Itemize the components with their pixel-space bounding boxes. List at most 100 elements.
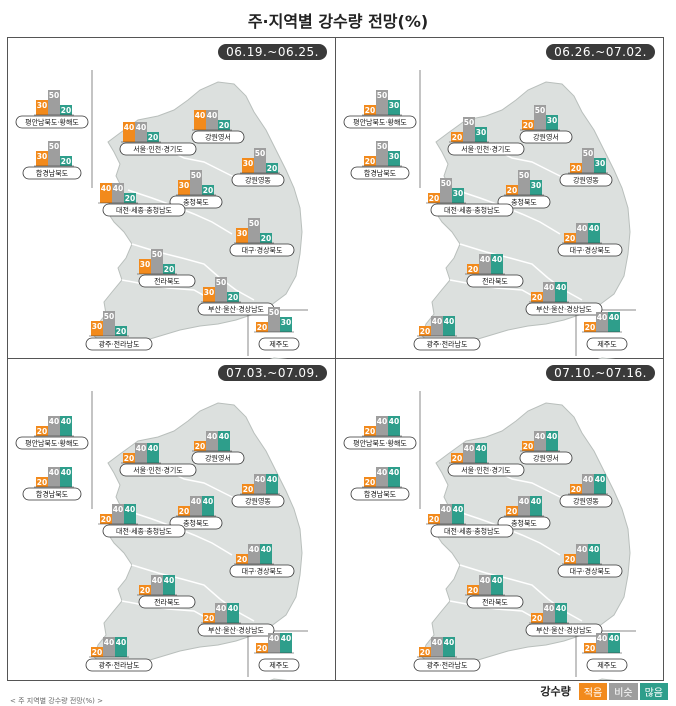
bar <box>419 326 431 336</box>
bar <box>570 484 582 494</box>
region-label-pill <box>519 451 573 465</box>
legend: 강수량 적음 비슷 많음 <box>540 682 668 700</box>
bar-value-label: 40 <box>124 123 134 132</box>
bar <box>36 100 48 115</box>
region-label: 부산·울산·경상남도 <box>536 305 593 314</box>
bar-value-label: 40 <box>476 444 486 453</box>
bar <box>215 277 227 302</box>
bar-value-label: 40 <box>203 497 213 506</box>
bar <box>236 228 248 243</box>
bar <box>440 178 452 203</box>
bar <box>506 506 518 516</box>
bar <box>100 183 112 203</box>
bar <box>463 443 475 463</box>
bar-value-label: 20 <box>523 442 533 451</box>
bar <box>584 643 596 653</box>
region-label-pill <box>22 166 82 180</box>
bar-value-label: 30 <box>37 101 47 110</box>
region-label: 강원영서 <box>533 133 559 142</box>
province-border <box>459 564 549 600</box>
bar-value-label: 20 <box>532 293 542 302</box>
bar <box>364 477 376 487</box>
bar-value-label: 20 <box>204 614 214 623</box>
bar-value-label: 20 <box>585 644 595 653</box>
region-label-pill <box>231 173 285 187</box>
bar <box>60 105 72 115</box>
region-label-pill <box>559 173 613 187</box>
region-label: 광주·전라남도 <box>99 661 140 670</box>
region-label: 강원영동 <box>245 497 271 506</box>
bar-value-label: 20 <box>257 644 267 653</box>
forecast-panel-week-3: 평안남북도·황해도 20 40 40 함경남북도 20 40 40 서울·인천·경기도 20 40 4… <box>8 359 336 680</box>
bar <box>388 416 400 436</box>
bar <box>467 264 479 274</box>
bar <box>428 193 440 203</box>
bar <box>163 264 175 274</box>
jeju-map-shape <box>269 678 288 680</box>
bar <box>115 637 127 657</box>
bar <box>60 467 72 487</box>
bar <box>596 312 608 332</box>
bar-value-label: 40 <box>432 638 442 647</box>
bar <box>364 426 376 436</box>
bar-value-label: 30 <box>531 181 541 190</box>
bar <box>491 575 503 595</box>
bar-value-label: 20 <box>37 478 47 487</box>
region-label-pill <box>447 142 525 156</box>
bar <box>206 431 218 451</box>
province-border <box>459 243 549 279</box>
bar <box>163 575 175 595</box>
bar <box>227 603 239 623</box>
bar-value-label: 20 <box>37 427 47 436</box>
province-border <box>449 600 541 622</box>
region-label: 서울·인천·경기도 <box>461 145 511 154</box>
region-label: 충청북도 <box>183 519 209 528</box>
region-label-pill <box>350 487 410 501</box>
bar-value-label: 40 <box>104 638 114 647</box>
bar-value-label: 30 <box>179 181 189 190</box>
bar <box>608 312 620 332</box>
bar-value-label: 40 <box>556 283 566 292</box>
bar-value-label: 40 <box>389 468 399 477</box>
bar-value-label: 40 <box>113 184 123 193</box>
bar-value-label: 40 <box>577 545 587 554</box>
bar-value-label: 40 <box>267 475 277 484</box>
bar <box>518 170 530 195</box>
bar-value-label: 20 <box>195 442 205 451</box>
bar <box>268 633 280 653</box>
page-title: 주·지역별 강수량 전망(%) <box>247 12 429 31</box>
bar-value-label: 40 <box>464 444 474 453</box>
bar <box>531 613 543 623</box>
region-label: 함경남북도 <box>36 490 69 499</box>
forecast-panel-week-2: 평안남북도·황해도 20 50 30 함경남북도 20 50 30 서울·인천·경기도 20 50 3… <box>336 38 663 359</box>
bar-value-label: 20 <box>429 515 439 524</box>
bar-value-label: 40 <box>216 604 226 613</box>
bar-value-label: 20 <box>101 515 111 524</box>
bar-value-label: 20 <box>261 234 271 243</box>
bar-value-label: 50 <box>377 91 387 100</box>
region-label-pill <box>197 623 275 637</box>
bar <box>190 496 202 516</box>
region-label: 전라북도 <box>154 277 180 286</box>
bar-value-label: 40 <box>609 634 619 643</box>
bar <box>36 426 48 436</box>
bar <box>135 443 147 463</box>
bar <box>596 633 608 653</box>
bar-value-label: 40 <box>480 255 490 264</box>
region-label: 전라북도 <box>154 598 180 607</box>
bar <box>147 132 159 142</box>
bar-value-label: 20 <box>532 614 542 623</box>
bar <box>534 105 546 130</box>
